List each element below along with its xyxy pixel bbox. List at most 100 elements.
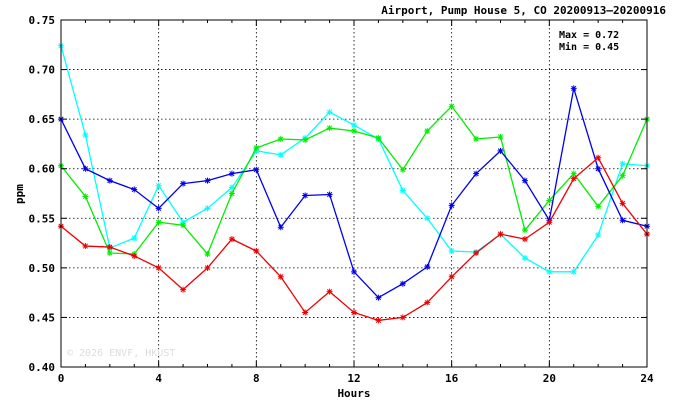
data-point	[106, 244, 113, 251]
data-point	[570, 175, 577, 182]
data-point	[448, 273, 455, 280]
data-point	[326, 191, 333, 198]
watermark: © 2026 ENVF, HKUST	[67, 348, 175, 359]
y-tick-label: 0.70	[29, 64, 56, 77]
data-point	[424, 128, 431, 135]
min-annotation: Min = 0.45	[559, 41, 619, 53]
data-point	[155, 264, 162, 271]
data-point	[302, 192, 309, 199]
data-point	[155, 205, 162, 212]
data-point	[277, 224, 284, 231]
data-point	[399, 314, 406, 321]
data-point	[448, 202, 455, 209]
data-point	[180, 222, 187, 229]
data-point	[180, 286, 187, 293]
y-tick-label: 0.45	[29, 311, 56, 324]
data-point	[448, 103, 455, 110]
data-point	[619, 160, 626, 167]
data-point	[302, 136, 309, 143]
data-point	[546, 219, 553, 226]
data-point	[326, 288, 333, 295]
data-point	[619, 217, 626, 224]
data-point	[424, 299, 431, 306]
data-point	[399, 280, 406, 287]
data-point	[521, 227, 528, 234]
data-point	[570, 170, 577, 177]
data-point	[204, 250, 211, 257]
y-tick-label: 0.55	[29, 212, 56, 225]
x-axis-label: Hours	[337, 387, 370, 400]
data-point	[277, 273, 284, 280]
data-point	[399, 187, 406, 194]
data-point	[473, 170, 480, 177]
data-point	[570, 268, 577, 275]
data-point	[82, 132, 89, 139]
data-point	[82, 165, 89, 172]
data-point	[521, 177, 528, 184]
chart-title: Airport, Pump House 5, CO 20200913–20200…	[381, 4, 666, 17]
data-point	[326, 125, 333, 132]
data-point	[351, 128, 357, 135]
x-tick-label: 24	[640, 372, 654, 385]
data-point	[131, 186, 138, 193]
data-point	[155, 182, 162, 189]
max-annotation: Max = 0.72	[559, 30, 619, 41]
x-tick-label: 16	[445, 372, 459, 385]
data-point	[595, 203, 602, 210]
y-tick-label: 0.65	[29, 113, 56, 126]
axis-ticks: 0 4 8 12 16 20 24 0.40 0.45 0.50 0.55 0.60 0.65 0.70 0…	[29, 14, 654, 385]
data-point	[619, 200, 626, 207]
data-point	[521, 254, 528, 261]
data-point	[351, 122, 357, 129]
data-point	[473, 249, 480, 256]
data-point	[375, 294, 382, 301]
data-point	[326, 109, 333, 116]
data-point	[131, 252, 138, 259]
data-point	[106, 249, 113, 256]
data-point	[351, 268, 357, 275]
data-point	[595, 232, 602, 239]
data-point	[497, 147, 504, 154]
data-point	[204, 177, 211, 184]
series-line	[60, 45, 648, 273]
data-point	[155, 219, 162, 226]
data-point	[228, 236, 235, 243]
data-point	[228, 184, 235, 191]
y-tick-label: 0.40	[29, 361, 56, 374]
data-point	[82, 193, 89, 200]
y-tick-label: 0.60	[29, 163, 56, 176]
data-point	[277, 135, 284, 142]
x-tick-label: 0	[58, 372, 65, 385]
data-point	[521, 236, 528, 243]
data-point	[595, 154, 602, 161]
x-tick-label: 20	[543, 372, 556, 385]
data-point	[253, 166, 260, 173]
data-point	[473, 135, 480, 142]
series-layer	[58, 42, 650, 324]
data-point	[131, 235, 138, 242]
data-point	[424, 215, 431, 222]
data-point	[351, 309, 357, 316]
data-point	[570, 85, 577, 92]
x-tick-label: 8	[253, 372, 260, 385]
data-point	[180, 180, 187, 187]
data-point	[595, 165, 602, 172]
data-point	[375, 134, 382, 141]
y-tick-label: 0.75	[29, 14, 56, 27]
data-point	[228, 170, 235, 177]
data-point	[424, 263, 431, 270]
data-point	[546, 197, 553, 204]
data-point	[204, 264, 211, 271]
x-tick-label: 12	[347, 372, 360, 385]
data-point	[302, 309, 309, 316]
data-point	[253, 144, 260, 151]
data-point	[375, 317, 382, 324]
data-point	[619, 172, 626, 179]
data-point	[253, 248, 260, 255]
data-point	[82, 243, 89, 250]
data-point	[399, 166, 406, 173]
data-point	[204, 205, 211, 212]
data-point	[546, 268, 553, 275]
data-point	[106, 177, 113, 184]
